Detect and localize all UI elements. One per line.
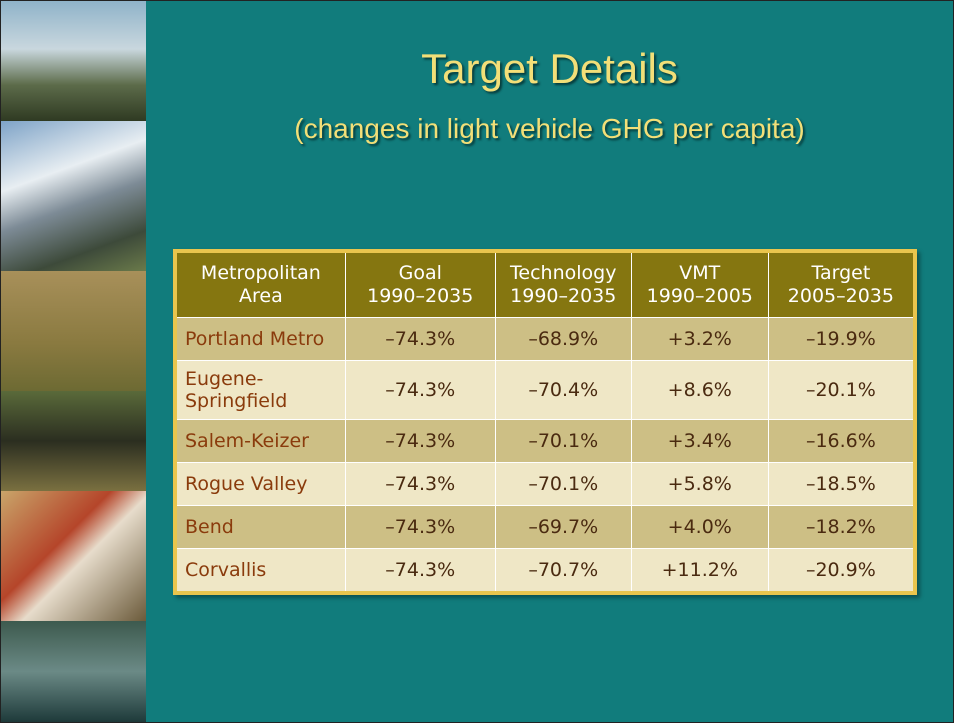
area-cell: Salem-Keizer bbox=[175, 420, 345, 463]
area-cell: Eugene-Springfield bbox=[175, 361, 345, 420]
value-cell: –70.4% bbox=[495, 361, 631, 420]
header-text: Area bbox=[239, 285, 283, 307]
area-cell: Bend bbox=[175, 506, 345, 549]
photo-strip bbox=[1, 1, 146, 722]
photo-water bbox=[1, 621, 146, 722]
area-cell: Corvallis bbox=[175, 549, 345, 594]
value-cell: –16.6% bbox=[768, 420, 915, 463]
value-cell: +5.8% bbox=[631, 463, 768, 506]
value-cell: –18.2% bbox=[768, 506, 915, 549]
table-row: Rogue Valley–74.3%–70.1%+5.8%–18.5% bbox=[175, 463, 915, 506]
value-cell: +8.6% bbox=[631, 361, 768, 420]
value-cell: –74.3% bbox=[345, 420, 495, 463]
value-cell: +4.0% bbox=[631, 506, 768, 549]
value-cell: –20.9% bbox=[768, 549, 915, 594]
photo-tractor bbox=[1, 391, 146, 491]
value-cell: +3.4% bbox=[631, 420, 768, 463]
header-text: Metropolitan bbox=[201, 262, 321, 284]
header-text: 1990–2035 bbox=[367, 285, 473, 307]
table-row: Corvallis–74.3%–70.7%+11.2%–20.9% bbox=[175, 549, 915, 594]
photo-mountains bbox=[1, 121, 146, 271]
table-row: Bend–74.3%–69.7%+4.0%–18.2% bbox=[175, 506, 915, 549]
value-cell: –19.9% bbox=[768, 318, 915, 361]
title: Target Details bbox=[146, 45, 953, 93]
header-text: VMT bbox=[679, 262, 720, 284]
header-text: Technology bbox=[510, 262, 616, 284]
header-text: Target bbox=[811, 262, 870, 284]
header-text: 2005–2035 bbox=[788, 285, 894, 307]
value-cell: –74.3% bbox=[345, 361, 495, 420]
header-text: Goal bbox=[399, 262, 442, 284]
photo-field bbox=[1, 271, 146, 391]
value-cell: –69.7% bbox=[495, 506, 631, 549]
table-row: Eugene-Springfield–74.3%–70.4%+8.6%–20.1… bbox=[175, 361, 915, 420]
value-cell: –74.3% bbox=[345, 318, 495, 361]
area-cell: Portland Metro bbox=[175, 318, 345, 361]
photo-city bbox=[1, 1, 146, 121]
value-cell: –70.7% bbox=[495, 549, 631, 594]
slide: Target Details (changes in light vehicle… bbox=[0, 0, 954, 723]
table-row: Portland Metro–74.3%–68.9%+3.2%–19.9% bbox=[175, 318, 915, 361]
value-cell: –74.3% bbox=[345, 549, 495, 594]
value-cell: –20.1% bbox=[768, 361, 915, 420]
header-text: 1990–2005 bbox=[647, 285, 753, 307]
area-cell: Rogue Valley bbox=[175, 463, 345, 506]
value-cell: +3.2% bbox=[631, 318, 768, 361]
subtitle: (changes in light vehicle GHG per capita… bbox=[146, 113, 953, 145]
photo-people bbox=[1, 491, 146, 621]
header-text: 1990–2035 bbox=[510, 285, 616, 307]
value-cell: –18.5% bbox=[768, 463, 915, 506]
value-cell: –74.3% bbox=[345, 463, 495, 506]
value-cell: –70.1% bbox=[495, 420, 631, 463]
value-cell: –68.9% bbox=[495, 318, 631, 361]
table-body: Portland Metro–74.3%–68.9%+3.2%–19.9%Eug… bbox=[175, 318, 915, 594]
value-cell: –70.1% bbox=[495, 463, 631, 506]
value-cell: –74.3% bbox=[345, 506, 495, 549]
page: Target Details (changes in light vehicle… bbox=[0, 0, 954, 723]
table-row: Salem-Keizer–74.3%–70.1%+3.4%–16.6% bbox=[175, 420, 915, 463]
value-cell: +11.2% bbox=[631, 549, 768, 594]
